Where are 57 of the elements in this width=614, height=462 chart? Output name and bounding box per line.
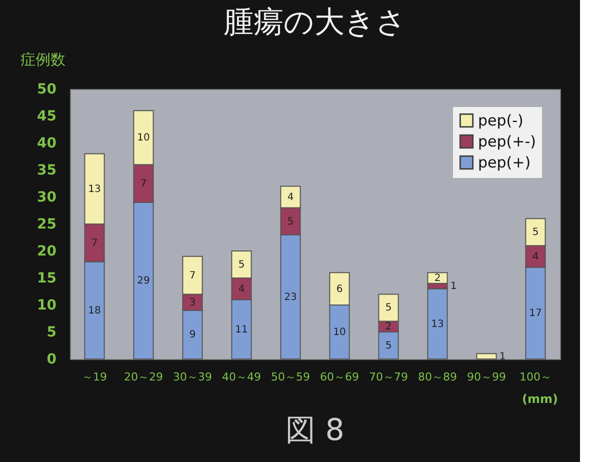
data-label: 5 [287, 216, 294, 228]
data-label: 7 [140, 178, 147, 190]
data-label: 1 [450, 281, 457, 292]
y-tick-label: 40 [37, 136, 57, 152]
legend-label: pep(-) [478, 112, 524, 130]
data-label: 29 [137, 276, 150, 287]
data-label: 5 [532, 227, 539, 238]
data-label: 9 [189, 330, 196, 341]
y-tick-label: 45 [37, 108, 56, 124]
x-tick-label: 60～69 [320, 370, 359, 384]
data-label: 5 [385, 340, 392, 352]
data-label: 7 [91, 238, 98, 249]
y-tick-label: 20 [37, 244, 57, 260]
x-tick-label: 30～39 [173, 370, 212, 384]
data-label: 4 [532, 251, 539, 262]
x-tick-label: 50～59 [271, 370, 310, 384]
y-tick-label: 30 [37, 190, 57, 206]
data-label: 4 [238, 284, 245, 295]
y-tick-label: 10 [37, 298, 57, 314]
y-tick-label: 35 [37, 162, 56, 178]
x-tick-label: 20～29 [124, 370, 163, 384]
x-tick-label: 40～49 [222, 370, 261, 384]
data-label: 1 [499, 351, 506, 362]
data-label: 2 [385, 322, 392, 333]
text: (mm) [522, 392, 558, 406]
legend-label: pep(+) [478, 154, 531, 172]
data-label: 7 [189, 270, 196, 282]
caption: 図 8 [286, 413, 344, 448]
data-label: 17 [529, 308, 542, 320]
y-tick-label: 5 [46, 324, 56, 340]
y-tick-label: 15 [37, 270, 56, 286]
y-tick-label: 50 [37, 82, 57, 98]
y-axis-title: 症例数 [20, 50, 66, 68]
x-tick-label: ～19 [82, 370, 107, 384]
data-label: 10 [137, 132, 150, 144]
data-label: 18 [88, 305, 101, 316]
x-tick-label: 100～ [520, 370, 552, 384]
data-label: 23 [284, 292, 297, 303]
data-label: 11 [235, 324, 248, 336]
data-label: 5 [385, 302, 392, 314]
data-label: 13 [88, 184, 101, 195]
bar [476, 353, 497, 360]
data-label: 6 [336, 284, 343, 295]
y-tick-label: 25 [37, 216, 56, 232]
data-label: 5 [238, 260, 245, 270]
y-tick-label: 0 [46, 352, 57, 368]
data-label: 13 [431, 318, 444, 330]
legend-label: pep(+-) [478, 132, 536, 150]
x-tick-label: 70～79 [369, 370, 408, 384]
chart-title: 腫瘍の大きさ [224, 5, 406, 40]
data-label: 10 [333, 327, 346, 338]
data-label: 3 [189, 297, 196, 308]
x-tick-label: 80～89 [418, 370, 457, 384]
bar [427, 288, 448, 360]
data-label: 2 [434, 273, 441, 284]
x-tick-label: 90～99 [467, 370, 506, 384]
data-label: 4 [287, 192, 294, 203]
